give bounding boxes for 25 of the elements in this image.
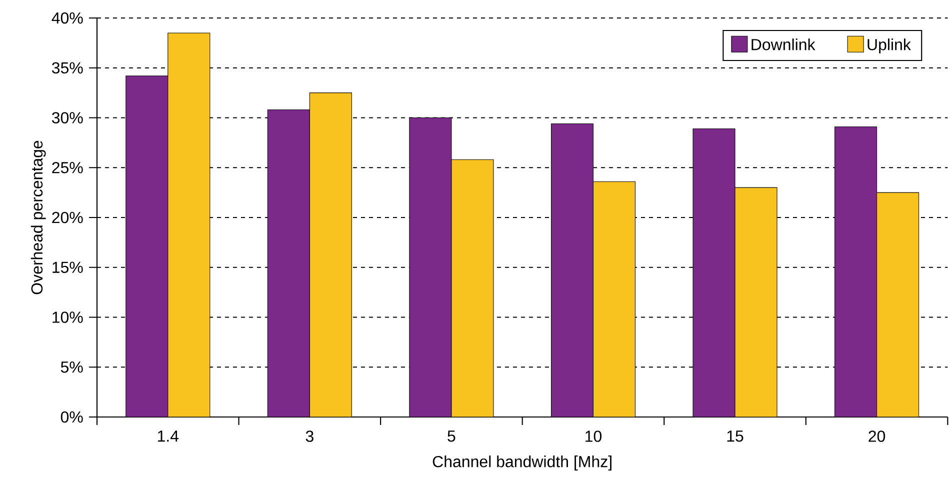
x-tick-label: 3 xyxy=(306,430,314,442)
bar xyxy=(834,126,878,417)
x-tick-label: 10 xyxy=(586,430,602,442)
x-tick-label: 1.4 xyxy=(158,430,179,442)
x-axis-title: Channel bandwidth [Mhz] xyxy=(432,456,612,470)
legend-label: Downlink xyxy=(752,38,816,50)
y-tick-label: 0% xyxy=(60,411,83,423)
bar xyxy=(267,110,310,417)
y-tick-label: 30% xyxy=(52,112,83,124)
y-tick-label: 25% xyxy=(52,162,83,174)
x-tick-label: 20 xyxy=(868,430,886,442)
y-tick-label: 15% xyxy=(52,262,83,273)
bar xyxy=(126,76,168,417)
x-tick-label: 5 xyxy=(448,430,456,442)
bar xyxy=(550,123,594,417)
y-tick-label: 5% xyxy=(60,361,83,373)
bar xyxy=(692,128,736,417)
y-tick-label: 10% xyxy=(52,312,83,323)
legend-label: Uplink xyxy=(868,38,911,54)
x-tick-label: 15 xyxy=(727,430,744,442)
y-tick-label: 35% xyxy=(52,62,83,74)
y-axis-title: Overhead percentage xyxy=(30,140,46,294)
y-tick-label: 20% xyxy=(52,212,83,224)
y-tick-label: 40% xyxy=(52,12,83,24)
bar xyxy=(409,117,452,417)
